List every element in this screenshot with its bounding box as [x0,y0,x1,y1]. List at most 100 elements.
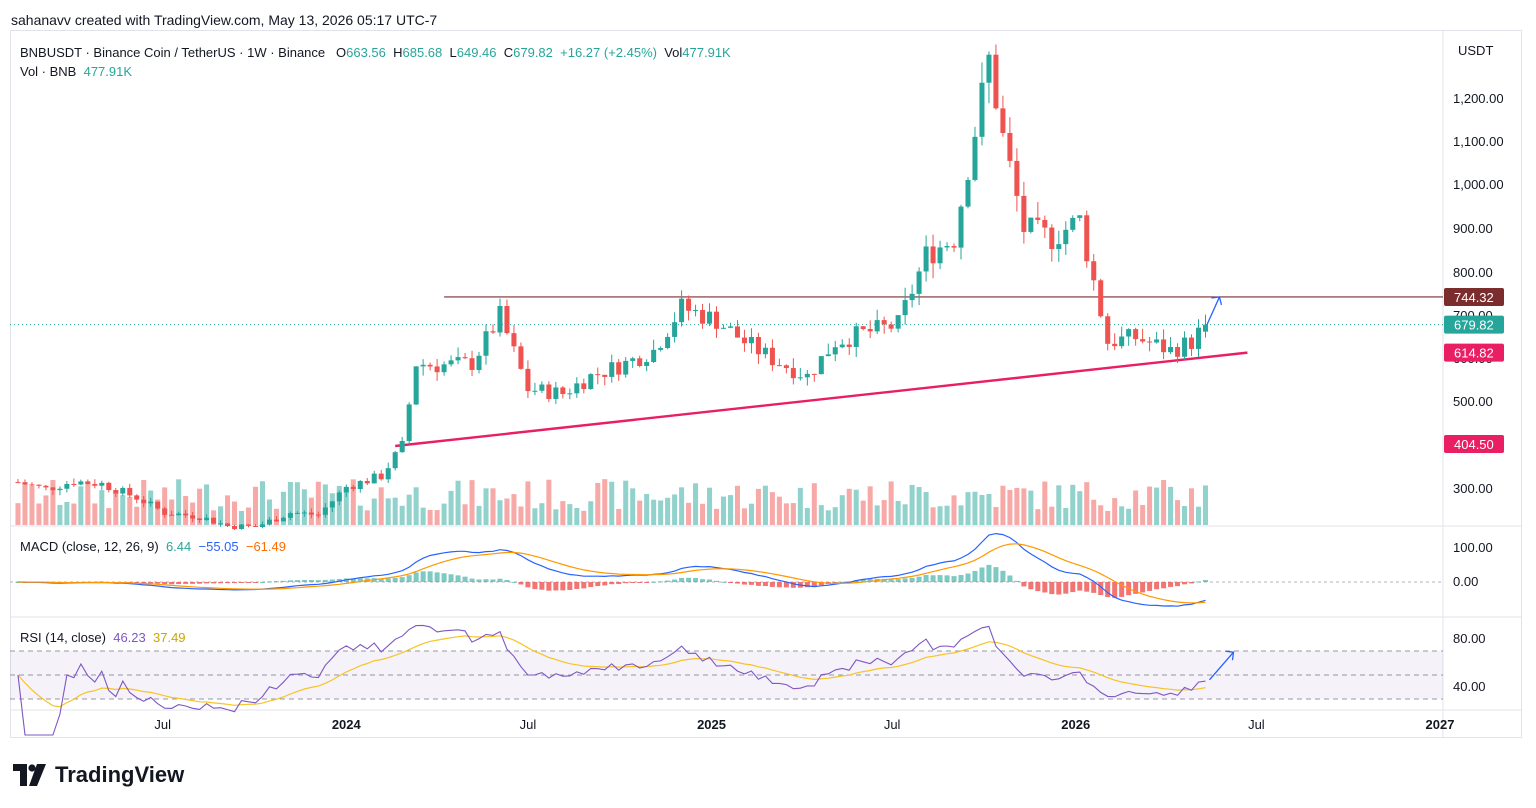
candle-body [686,298,692,311]
tradingview-logo[interactable]: TradingView [13,762,184,788]
volume-bar [734,485,740,525]
macd-hist-bar [630,582,636,583]
macd-title[interactable]: MACD (close, 12, 26, 9) [20,539,159,554]
candle-body [169,514,175,516]
macd-hist-bar [888,579,894,582]
candle-body [651,349,657,363]
candle-body [609,362,615,377]
macd-hist-bar [1014,580,1020,582]
macd-hist-bar [406,575,412,582]
candle-body [553,387,559,399]
macd-hist-bar [252,582,259,583]
candle-body [658,348,664,350]
volume-bar [385,498,391,525]
volume-bar [204,484,210,525]
candle-body [1105,316,1111,344]
candle-body [1189,337,1195,349]
volume-bar [301,489,307,525]
candle-body [602,374,608,377]
macd-hist-bar [637,582,643,583]
volume-bar [57,504,63,525]
rsi-title[interactable]: RSI (14, close) [20,630,106,645]
candle-body [595,374,601,376]
candle-body [923,246,929,272]
volume-bar [113,490,119,525]
macd-hist-bar [741,582,747,585]
volume-bar [783,503,789,525]
macd-hist-bar [923,575,929,582]
volume-bar [972,491,978,525]
volume-bar [546,479,552,525]
volume-bar [399,505,405,525]
candle-body [714,311,720,329]
volume-bar [923,491,929,525]
volume-bar [839,495,845,525]
volume-bar [22,482,28,525]
volume-bar [714,508,720,525]
candle-body [860,326,866,330]
macd-hist-bar [769,582,775,587]
candle-body [245,524,252,526]
candle-body [958,206,964,248]
candle-body [413,366,419,405]
volume-bar [280,491,286,525]
candle-body [511,333,517,347]
candle-body [720,327,727,329]
macd-hist-bar [714,580,720,582]
macd-hist-bar [748,582,754,585]
macd-hist-bar [259,581,265,583]
candle-body [315,514,321,516]
high-label: H [393,45,403,60]
rsi-ma-line [17,635,1206,708]
macd-hist-bar [1147,582,1153,591]
rsi-tick-label: 80.00 [1453,631,1486,646]
volume-bar [476,505,482,525]
macd-hist-bar [490,579,496,582]
macd-hist-bar [329,579,335,582]
macd-hist-bar [909,577,915,582]
volume-bar [672,494,678,525]
symbol-name[interactable]: BNBUSDT · Binance Coin / TetherUS · 1W ·… [20,45,326,60]
candle-body [546,384,552,399]
candle-body [36,484,42,486]
volume-bar [1084,482,1090,525]
volume-bar [413,487,419,525]
macd-hist-bar [532,582,538,590]
volume-bar [218,506,224,525]
vol-label: Vol [664,45,683,60]
volume-bar [707,487,713,525]
candle-body [804,373,810,378]
candle-body [916,271,922,294]
candle-body [71,483,77,485]
macd-hist-bar [937,575,943,582]
candle-body [1182,337,1188,357]
volume-bar [1007,489,1013,525]
macd-hist-bar [839,581,845,583]
candle-body [399,441,405,453]
price-label-text: 614.82 [1454,346,1494,361]
macd-hist-bar [232,582,238,584]
volume-bar [539,503,545,525]
candle-body [700,310,706,324]
macd-hist-bar [1028,582,1034,590]
volume-bar [937,506,943,525]
candle-body [462,357,468,359]
volume-bar [986,494,992,525]
volume-bar [616,508,622,525]
candle-body [693,310,699,312]
volume-bar [1140,505,1146,525]
volume-bar [120,495,126,525]
candle-body [427,364,433,367]
price-tick-label: 1,100.00 [1453,134,1504,149]
macd-hist-bar [434,572,440,582]
candle-body [183,513,189,516]
volume-bar [511,494,517,525]
macd-hist-bar [1133,582,1139,594]
rsi-ma-value: 37.49 [153,630,186,645]
volume-label[interactable]: Vol · BNB [20,64,77,79]
macd-hist-bar [134,582,140,584]
candle-body [853,326,859,347]
change-value: +16.27 (+2.45%) [560,45,657,60]
currency-label: USDT [1458,43,1493,58]
